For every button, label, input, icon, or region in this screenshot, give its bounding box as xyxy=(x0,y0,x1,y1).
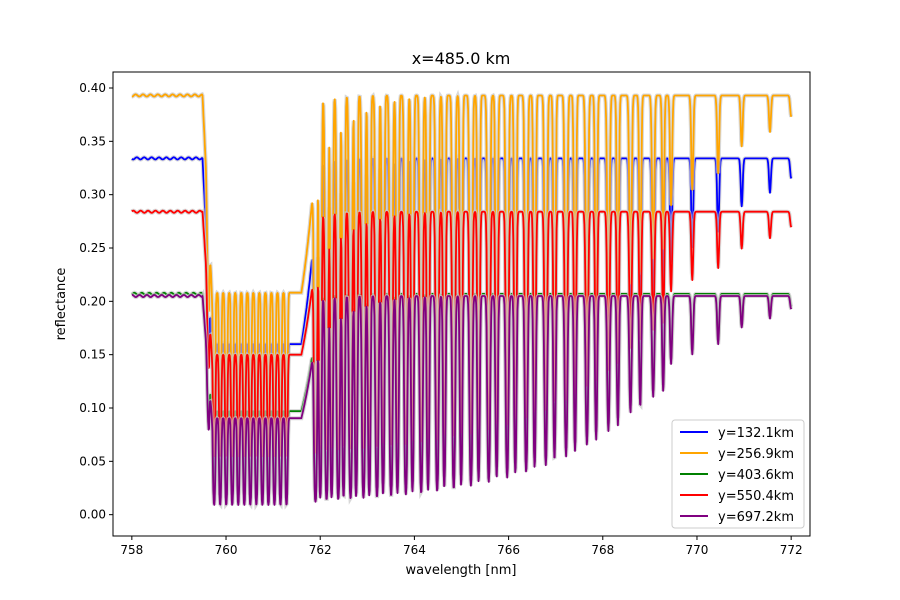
y-tick-label: 0.25 xyxy=(79,241,106,255)
x-tick-label: 762 xyxy=(309,543,332,557)
legend-label: y=697.2km xyxy=(718,510,794,525)
y-tick-label: 0.40 xyxy=(79,81,106,95)
legend-label: y=550.4km xyxy=(718,489,794,504)
legend: y=132.1km y=256.9km y=403.6km y=550.4km y=69… xyxy=(671,419,805,529)
plot-frame xyxy=(112,71,811,537)
x-tick-label: 764 xyxy=(403,543,426,557)
series-layer xyxy=(130,89,794,511)
chart-title: x=485.0 km xyxy=(412,49,511,68)
legend-label: y=256.9km xyxy=(718,447,794,462)
y-axis-label: reflectance xyxy=(54,268,69,341)
legend-label: y=132.1km xyxy=(718,426,794,441)
y-tick-label: 0.30 xyxy=(79,188,106,202)
y-tick-label: 0.00 xyxy=(79,508,106,522)
x-axis-ticks: 758 760 762 764 766 768 770 772 xyxy=(120,536,803,557)
legend-box xyxy=(671,419,805,529)
series-line-4 xyxy=(131,293,793,506)
y-tick-label: 0.10 xyxy=(79,401,106,415)
y-axis-ticks: 0.00 0.05 0.10 0.15 0.20 0.25 0.30 0.35 0.40 xyxy=(79,81,113,522)
x-tick-label: 766 xyxy=(497,543,520,557)
y-tick-label: 0.05 xyxy=(79,454,106,468)
y-tick-label: 0.20 xyxy=(79,294,106,308)
x-tick-label: 772 xyxy=(780,543,803,557)
x-tick-label: 760 xyxy=(215,543,238,557)
y-tick-label: 0.15 xyxy=(79,348,106,362)
x-tick-label: 768 xyxy=(591,543,614,557)
legend-label: y=403.6km xyxy=(718,468,794,483)
y-tick-label: 0.35 xyxy=(79,134,106,148)
x-tick-label: 758 xyxy=(120,543,143,557)
x-tick-label: 770 xyxy=(686,543,709,557)
x-axis-label: wavelength [nm] xyxy=(406,563,517,578)
